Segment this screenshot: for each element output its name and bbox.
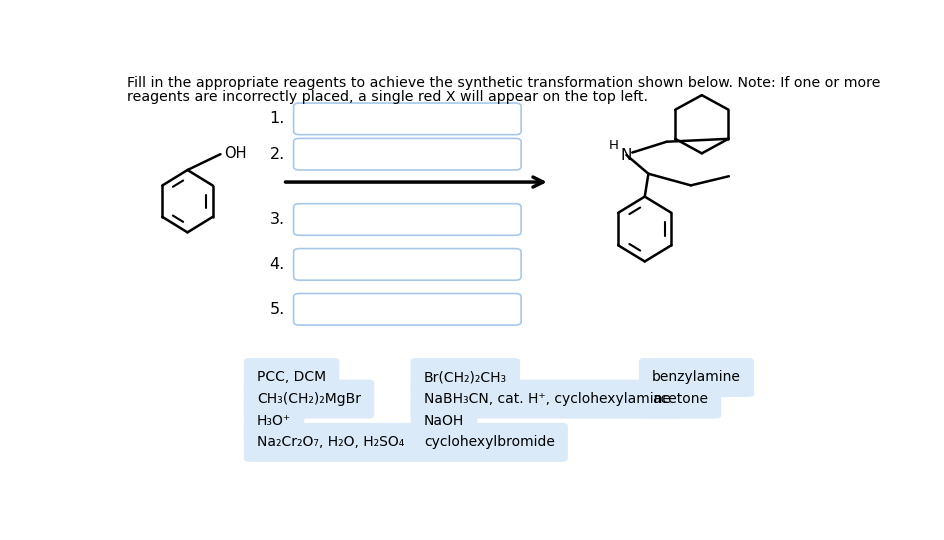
FancyBboxPatch shape	[244, 380, 374, 419]
FancyBboxPatch shape	[411, 423, 568, 462]
Text: Fill in the appropriate reagents to achieve the synthetic transformation shown b: Fill in the appropriate reagents to achi…	[126, 77, 880, 90]
FancyBboxPatch shape	[244, 358, 339, 397]
FancyBboxPatch shape	[294, 294, 521, 325]
FancyBboxPatch shape	[244, 401, 304, 440]
Text: benzylamine: benzylamine	[652, 370, 741, 384]
FancyBboxPatch shape	[411, 401, 478, 440]
Text: CH₃(CH₂)₂MgBr: CH₃(CH₂)₂MgBr	[257, 392, 361, 406]
Text: cyclohexylbromide: cyclohexylbromide	[424, 435, 555, 449]
FancyBboxPatch shape	[294, 204, 521, 235]
Text: 2.: 2.	[270, 147, 285, 161]
Text: 1.: 1.	[269, 111, 285, 126]
Text: 5.: 5.	[270, 302, 285, 317]
Text: H: H	[608, 139, 618, 152]
FancyBboxPatch shape	[639, 358, 754, 397]
FancyBboxPatch shape	[639, 380, 721, 419]
Text: Br(CH₂)₂CH₃: Br(CH₂)₂CH₃	[424, 370, 507, 384]
Text: NaOH: NaOH	[424, 414, 464, 428]
Text: 3.: 3.	[270, 212, 285, 227]
Text: Na₂Cr₂O₇, H₂O, H₂SO₄: Na₂Cr₂O₇, H₂O, H₂SO₄	[257, 435, 404, 449]
Text: 4.: 4.	[270, 257, 285, 272]
FancyBboxPatch shape	[294, 138, 521, 170]
FancyBboxPatch shape	[294, 248, 521, 280]
FancyBboxPatch shape	[244, 423, 417, 462]
Text: H₃O⁺: H₃O⁺	[257, 414, 291, 428]
Text: N: N	[621, 147, 632, 163]
FancyBboxPatch shape	[411, 358, 520, 397]
Text: acetone: acetone	[652, 392, 708, 406]
Text: PCC, DCM: PCC, DCM	[257, 370, 326, 384]
FancyBboxPatch shape	[294, 103, 521, 134]
Text: OH: OH	[224, 146, 246, 161]
Text: reagents are incorrectly placed, a single red X will appear on the top left.: reagents are incorrectly placed, a singl…	[126, 90, 648, 104]
FancyBboxPatch shape	[411, 380, 683, 419]
Text: NaBH₃CN, cat. H⁺, cyclohexylamine: NaBH₃CN, cat. H⁺, cyclohexylamine	[424, 392, 670, 406]
